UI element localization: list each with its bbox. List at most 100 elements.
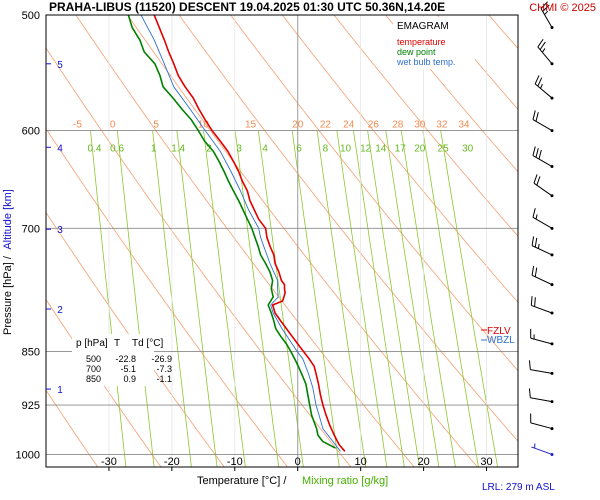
credit-text: CHMI © 2025	[529, 2, 596, 14]
wind-barb-feather	[538, 149, 542, 160]
mixing-ratio-label: 25	[438, 143, 450, 154]
wind-barb	[531, 443, 554, 456]
wind-barb-feather	[534, 267, 538, 277]
legend-wet-bulb: wet bulb temp.	[396, 57, 456, 67]
mixing-ratio-label: 10	[340, 143, 352, 154]
background-lines	[46, 15, 600, 467]
wind-barb-feather	[534, 237, 538, 248]
mixing-ratio-line	[353, 130, 405, 467]
wind-barb-shaft	[530, 422, 553, 430]
wind-barb-feather	[535, 148, 539, 158]
dry-adiabat-label: 28	[392, 120, 404, 131]
dry-adiabat	[488, 15, 518, 50]
wind-barb-feather	[532, 146, 536, 156]
y-axis-label-main: Pressure [hPa] /	[2, 255, 14, 335]
wind-barb-shaft	[530, 337, 553, 345]
plot-frame	[45, 14, 519, 468]
x-tick-label: 0	[295, 456, 301, 468]
dry-adiabat	[46, 211, 225, 467]
altitude-tick-label: 3	[57, 225, 63, 236]
mixing-ratio-line	[257, 130, 304, 467]
table-cell: 500	[86, 354, 101, 364]
y-tick-label: 600	[22, 126, 40, 138]
dry-adiabat-label: -5	[73, 120, 82, 131]
mixing-ratio-line	[440, 130, 498, 467]
y-tick-label: 925	[22, 400, 40, 412]
altitude-tick-label: 4	[57, 143, 63, 154]
y-axis-label: Pressure [hPa] / Altitude [km]	[2, 189, 14, 335]
table-cell: -26.9	[151, 354, 172, 364]
wind-barb-half-feather	[544, 10, 549, 15]
table-header-td: Td [°C]	[132, 338, 163, 349]
y-tick-label: 850	[22, 346, 40, 358]
table-cell: -5.1	[120, 364, 136, 374]
mixing-ratio-label: 17	[395, 143, 407, 154]
wind-barb-shaft	[531, 446, 553, 455]
wind-barb	[530, 413, 554, 431]
mixing-ratio-label: 12	[360, 143, 372, 154]
wind-barb-feather	[530, 296, 533, 306]
mixing-ratio-label: 4	[262, 143, 268, 154]
table-box	[72, 334, 154, 386]
wind-barb	[530, 328, 554, 346]
mixing-ratio-line	[422, 130, 479, 467]
dry-adiabat	[46, 389, 99, 467]
wind-barb-shaft	[540, 8, 553, 28]
mixing-ratio-line	[336, 130, 388, 467]
wind-barb	[537, 38, 554, 66]
mixing-ratio-line	[203, 130, 246, 467]
mixing-ratio-label: 30	[462, 143, 474, 154]
dry-adiabat-label: 32	[436, 120, 448, 131]
dry-adiabat-label: 5	[153, 120, 159, 131]
mixing-ratio-label: 1	[151, 143, 157, 154]
legend-title: EMAGRAM	[397, 21, 449, 32]
dry-adiabat	[46, 128, 288, 467]
mixing-ratio-line	[385, 130, 440, 467]
dry-adiabat	[127, 15, 478, 467]
dry-adiabat-label: 30	[414, 120, 426, 131]
wind-barb-shaft	[534, 83, 553, 99]
mixing-ratio-label: 14	[375, 143, 387, 154]
mixing-ratio-label: 20	[414, 143, 426, 154]
mixing-ratio-line	[90, 130, 127, 467]
wind-barb-half-feather	[540, 83, 543, 89]
lrl-text: LRL: 279 m ASL	[482, 482, 555, 493]
dry-adiabat	[592, 15, 600, 467]
table-cell: 0.9	[123, 374, 136, 384]
wind-barb	[528, 388, 554, 404]
wind-barb-feather	[534, 297, 536, 307]
y-axis-label-alt: Altitude [km]	[2, 189, 14, 250]
wind-barb-half-feather	[541, 48, 546, 53]
mixing-ratio-line	[234, 130, 280, 467]
dry-adiabat-label: 26	[368, 120, 380, 131]
wind-barb-shaft	[533, 182, 553, 197]
dry-adiabat-label: 10	[198, 120, 210, 131]
wind-barb-feather	[528, 360, 531, 370]
table-cell: 700	[86, 364, 101, 374]
dry-adiabat	[333, 15, 518, 237]
wind-barb-shaft	[537, 46, 553, 65]
wind-barb-shaft	[531, 274, 553, 286]
series-line-temperature	[153, 15, 346, 452]
dry-adiabat	[282, 15, 518, 303]
wind-barb-shaft	[530, 369, 553, 374]
wind-barb-feather	[537, 38, 544, 48]
mixing-ratio-line	[176, 130, 218, 467]
mixing-ratio-line	[291, 130, 340, 467]
chart-title: PRAHA-LIBUS (11520) DESCENT 19.04.2025 0…	[49, 0, 445, 14]
mixing-ratio-line	[316, 130, 367, 467]
wind-barb-feather	[532, 208, 536, 218]
y-tick-label: 1000	[16, 449, 40, 461]
wind-barb-feather	[536, 176, 541, 186]
mixing-ratio-label: 6	[296, 143, 302, 154]
wind-barb-feather	[542, 4, 550, 12]
mixing-ratio-label: 3	[236, 143, 242, 154]
altitude-tick-label: 5	[57, 60, 63, 71]
wind-barb-shaft	[530, 397, 553, 403]
dry-adiabat	[541, 15, 600, 467]
wind-barb	[528, 360, 554, 375]
x-tick-label: 20	[417, 456, 429, 468]
table-header-t: T	[114, 338, 120, 349]
wind-barb	[531, 236, 554, 257]
